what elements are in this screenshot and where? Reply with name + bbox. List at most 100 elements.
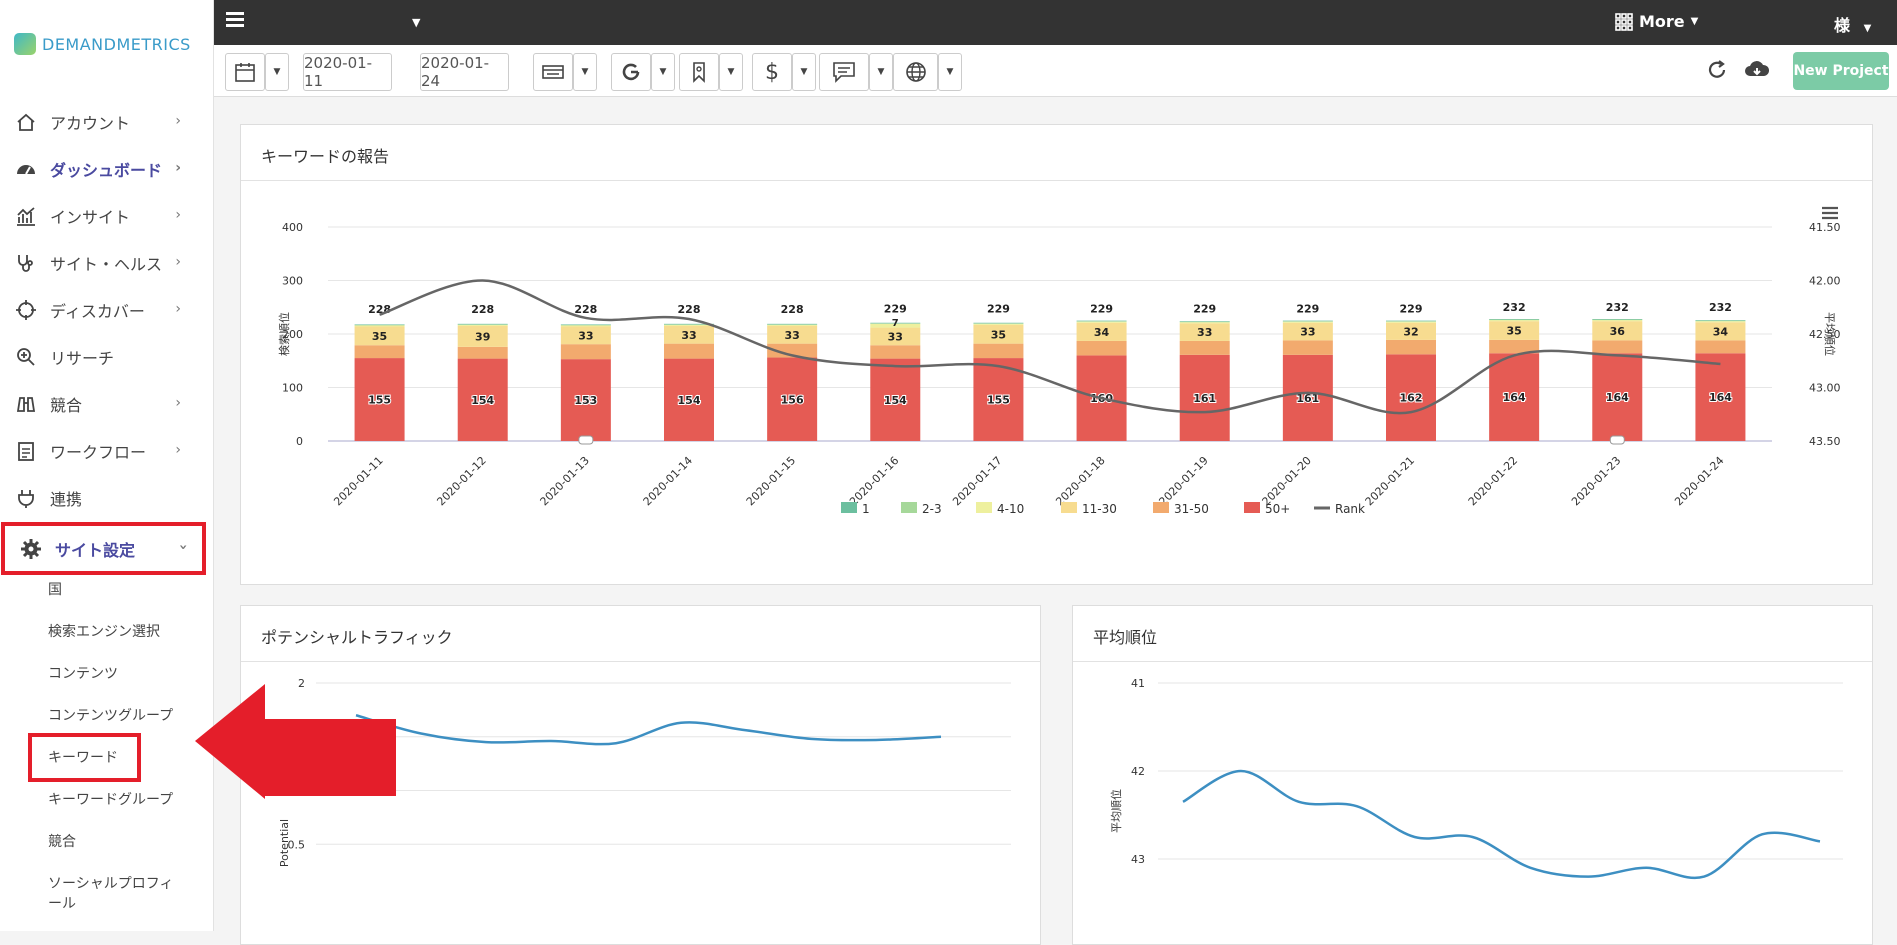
end-date-input[interactable]: 2020-01-24 — [420, 53, 509, 91]
bar-segment-1 — [1695, 320, 1746, 321]
project-dropdown-caret-icon[interactable]: ▼ — [412, 16, 421, 29]
sidebar-item-research[interactable]: リサーチ — [0, 333, 205, 380]
bookmark-caret[interactable]: ▼ — [719, 53, 743, 91]
sidebar-item-site-settings[interactable]: サイト設定 › — [1, 522, 206, 575]
hamburger-menu-icon[interactable] — [226, 12, 244, 30]
sidebar-item-label: ワークフロー — [50, 442, 147, 462]
new-project-button[interactable]: New Project — [1793, 52, 1889, 90]
bar-total-label: 229 — [1193, 302, 1216, 315]
sidebar-item-dashboard[interactable]: ダッシュボード › — [0, 145, 205, 192]
sidebar-item-integration[interactable]: 連携 — [0, 474, 205, 521]
sidebar-item-label: ダッシュボード — [50, 160, 163, 180]
sidebar-item-site-health[interactable]: サイト・ヘルス › — [0, 239, 205, 286]
bar-label-11-30: 33 — [888, 330, 903, 343]
bar-segment-2-3 — [560, 324, 611, 326]
google-icon — [622, 63, 640, 81]
bar-segment-2-3 — [1386, 321, 1436, 322]
subnav-competitors[interactable]: 競合 — [48, 834, 76, 850]
bar-segment-1 — [1592, 319, 1643, 320]
bar-segment-1 — [1076, 320, 1127, 322]
keyword-highlight-box — [28, 733, 141, 782]
y-tick-label: 200 — [282, 328, 303, 341]
compare-calendar-button[interactable] — [533, 53, 573, 91]
comments-caret[interactable]: ▼ — [869, 53, 893, 91]
bar-segment-2-3 — [354, 324, 405, 326]
x-tick-label: 2020-01-11 — [331, 454, 385, 508]
currency-caret[interactable]: ▼ — [792, 53, 816, 91]
subnav-keyword-groups[interactable]: キーワードグループ — [48, 792, 174, 808]
subnav-social-profiles[interactable]: ソーシャルプロフィール — [48, 876, 174, 912]
bar-segment-11-30 — [560, 326, 611, 345]
bar-segment-2-3 — [664, 324, 714, 325]
bar-segment-11-30 — [1282, 322, 1333, 341]
chevron-right-icon: › — [175, 254, 181, 270]
search-engine-caret[interactable]: ▼ — [651, 53, 675, 91]
subnav-search-engine[interactable]: 検索エンジン選択 — [48, 624, 160, 640]
x-tick-label: 2020-01-12 — [434, 454, 488, 508]
legend-label: 11-30 — [1082, 502, 1117, 516]
more-menu[interactable]: More ▼ — [1615, 12, 1698, 31]
sidebar-item-discover[interactable]: ディスカバー › — [0, 286, 205, 333]
logo[interactable]: DEMANDMETRICS — [14, 33, 191, 55]
comments-button[interactable] — [819, 53, 869, 91]
calendar-button[interactable] — [225, 53, 265, 91]
calendar-dropdown-caret[interactable]: ▼ — [265, 53, 289, 91]
series-line-average-rank — [1182, 769, 1821, 880]
legend-label: 50+ — [1265, 502, 1290, 516]
x-tick-label: 2020-01-22 — [1466, 454, 1520, 508]
chart-menu-icon[interactable] — [1821, 205, 1839, 225]
logo-text: DEMANDMETRICS — [42, 34, 191, 54]
top-bar: ▼ More ▼ 様 ▼ — [214, 0, 1897, 45]
subnav-content-groups[interactable]: コンテンツグループ — [48, 708, 174, 724]
bar-label-11-30: 33 — [1197, 326, 1212, 339]
bar-segment-31-50 — [1592, 340, 1643, 354]
home-icon — [14, 110, 38, 134]
average-rank-panel: 平均順位 41 42 43 平均順位 — [1072, 605, 1873, 945]
user-menu[interactable]: 様 ▼ — [1834, 12, 1871, 36]
start-date-input[interactable]: 2020-01-11 — [303, 53, 392, 91]
bar-segment-11-30 — [664, 325, 714, 344]
sidebar-item-competitors[interactable]: 競合 › — [0, 380, 205, 427]
crosshair-icon — [14, 298, 38, 322]
comment-flag-icon — [578, 435, 594, 445]
x-tick-label: 2020-01-17 — [950, 454, 1004, 508]
bar-label-11-30: 35 — [372, 330, 387, 343]
legend-swatch — [976, 502, 992, 513]
country-button[interactable] — [893, 53, 938, 91]
series-line-rank — [379, 279, 1721, 415]
bar-segment-11-30 — [973, 324, 1024, 344]
bar-label-50plus: 162 — [1400, 392, 1423, 405]
legend-swatch — [1244, 502, 1260, 513]
bar-label-11-30: 34 — [1094, 326, 1110, 339]
y-tick-label: 400 — [282, 221, 303, 234]
red-arrow-annotation — [195, 684, 396, 799]
sidebar-item-account[interactable]: アカウント › — [0, 98, 205, 145]
bar-segment-11-30 — [1592, 321, 1643, 341]
y2-tick-label: 42.50 — [1809, 328, 1841, 341]
legend-label: 31-50 — [1174, 502, 1209, 516]
cloud-download-icon[interactable] — [1744, 59, 1770, 85]
sidebar-item-label: サイト設定 — [55, 540, 136, 560]
sidebar-item-workflow[interactable]: ワークフロー › — [0, 427, 205, 474]
average-rank-chart: 41 42 43 平均順位 — [1109, 677, 1843, 880]
chevron-right-icon: › — [175, 442, 181, 458]
bookmark-button[interactable] — [679, 53, 719, 91]
subnav-country[interactable]: 国 — [48, 582, 62, 598]
y-tick-label: 0 — [296, 435, 303, 448]
bar-segment-2-3 — [870, 323, 921, 324]
search-engine-button[interactable] — [611, 53, 651, 91]
bar-total-label: 229 — [884, 302, 907, 315]
bar-segment-31-50 — [767, 343, 818, 358]
y-tick-label: 100 — [282, 382, 303, 395]
currency-button[interactable]: $ — [752, 53, 792, 91]
refresh-icon[interactable] — [1706, 59, 1728, 85]
subnav-contents[interactable]: コンテンツ — [48, 666, 118, 682]
subnav-keywords[interactable]: キーワード — [48, 750, 118, 766]
country-caret[interactable]: ▼ — [938, 53, 962, 91]
series-line-potential-traffic — [355, 714, 942, 746]
bar-segment-31-50 — [1076, 340, 1127, 356]
sidebar-item-label: インサイト — [50, 207, 131, 227]
compare-calendar-caret[interactable]: ▼ — [573, 53, 597, 91]
sidebar-item-insight[interactable]: インサイト › — [0, 192, 205, 239]
bar-label-11-30: 39 — [475, 330, 490, 343]
